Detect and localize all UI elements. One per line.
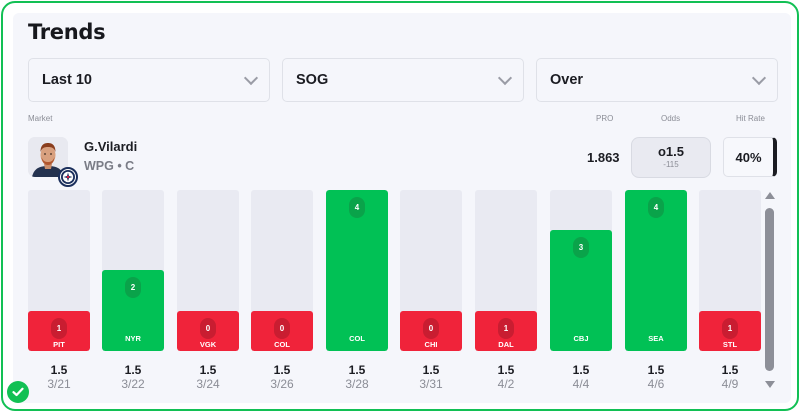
scrollbar-thumb[interactable] — [765, 208, 774, 371]
game-date: 4/6 — [647, 377, 665, 391]
hit-rate-value: 40% — [735, 149, 762, 165]
scroll-up-arrow-icon[interactable] — [765, 192, 775, 199]
odds-label: Odds — [661, 114, 681, 123]
bar-value-label: 0 — [423, 318, 439, 339]
hit-rate-label: Hit Rate — [736, 114, 765, 123]
opponent-label: DAL — [498, 340, 514, 349]
stat-type-dropdown[interactable]: SOG — [282, 58, 524, 102]
bar-track: 0 COL — [251, 190, 313, 351]
bar-value-label: 4 — [349, 197, 365, 218]
scroll-down-arrow-icon[interactable] — [765, 381, 775, 388]
game-column[interactable]: 4 COL 1.5 3/28 — [326, 190, 388, 393]
opponent-label: SEA — [648, 334, 664, 343]
game-column[interactable]: 0 COL 1.5 3/26 — [251, 190, 313, 393]
dropdown-label: Over — [550, 72, 584, 88]
line-value: 1.5 — [124, 363, 142, 377]
chevron-down-icon — [751, 70, 767, 86]
bar-hit[interactable]: 2 NYR — [102, 270, 164, 351]
page-title: Trends — [28, 20, 106, 44]
chevron-down-icon — [497, 70, 513, 86]
over-under-dropdown[interactable]: Over — [536, 58, 778, 102]
game-column[interactable]: 2 NYR 1.5 3/22 — [102, 190, 164, 393]
line-value: 1.5 — [721, 363, 739, 377]
game-column[interactable]: 4 SEA 1.5 4/6 — [625, 190, 687, 393]
hit-rate-box: 40% — [723, 137, 777, 177]
bar-track: 4 COL — [326, 190, 388, 351]
bar-miss[interactable]: 1 PIT — [28, 311, 90, 351]
check-icon — [7, 381, 29, 403]
opponent-label: PIT — [53, 340, 65, 349]
game-date: 4/9 — [721, 377, 739, 391]
jets-logo-icon — [58, 167, 78, 187]
odds-line: o1.5 — [657, 144, 684, 159]
opponent-label: STL — [722, 340, 738, 349]
bar-value-label: 1 — [51, 318, 67, 339]
player-team-position: WPG • C — [84, 159, 135, 173]
line-value: 1.5 — [422, 363, 440, 377]
odds-box[interactable]: o1.5 -115 — [631, 137, 711, 178]
game-date: 3/24 — [196, 377, 220, 391]
game-date: 3/22 — [121, 377, 145, 391]
games-range-dropdown[interactable]: Last 10 — [28, 58, 270, 102]
opponent-label: CHI — [424, 340, 438, 349]
line-value: 1.5 — [497, 363, 515, 377]
game-column[interactable]: 3 CBJ 1.5 4/4 — [550, 190, 612, 393]
game-column[interactable]: 0 CHI 1.5 3/31 — [400, 190, 462, 393]
bar-value-label: 1 — [498, 318, 514, 339]
bar-track: 0 VGK — [177, 190, 239, 351]
bar-miss[interactable]: 0 VGK — [177, 311, 239, 351]
bar-track: 4 SEA — [625, 190, 687, 351]
game-column[interactable]: 1 DAL 1.5 4/2 — [475, 190, 537, 393]
game-column[interactable]: 1 PIT 1.5 3/21 — [28, 190, 90, 393]
bar-value-label: 4 — [648, 197, 664, 218]
bar-track: 1 STL — [699, 190, 761, 351]
dropdown-label: SOG — [296, 72, 329, 88]
game-column[interactable]: 1 STL 1.5 4/9 — [699, 190, 761, 393]
line-value: 1.5 — [647, 363, 665, 377]
game-date: 3/28 — [345, 377, 369, 391]
game-date: 3/31 — [419, 377, 443, 391]
bar-track: 0 CHI — [400, 190, 462, 351]
bar-value-label: 0 — [274, 318, 290, 339]
line-value: 1.5 — [50, 363, 68, 377]
line-value: 1.5 — [572, 363, 590, 377]
bar-track: 3 CBJ — [550, 190, 612, 351]
bar-track: 1 DAL — [475, 190, 537, 351]
chart-scrollbar[interactable] — [763, 192, 777, 388]
bar-track: 1 PIT — [28, 190, 90, 351]
game-date: 4/2 — [497, 377, 515, 391]
bar-value-label: 2 — [125, 277, 141, 298]
opponent-label: CBJ — [573, 334, 589, 343]
bar-miss[interactable]: 0 COL — [251, 311, 313, 351]
bar-miss[interactable]: 1 DAL — [475, 311, 537, 351]
bar-hit[interactable]: 4 SEA — [625, 190, 687, 351]
market-label: Market — [28, 114, 53, 123]
game-date: 4/4 — [572, 377, 590, 391]
pro-label: PRO — [596, 114, 614, 123]
opponent-label: COL — [349, 334, 365, 343]
chevron-down-icon — [243, 70, 259, 86]
game-date: 3/26 — [270, 377, 294, 391]
opponent-label: COL — [274, 340, 290, 349]
bar-miss[interactable]: 0 CHI — [400, 311, 462, 351]
game-column[interactable]: 0 VGK 1.5 3/24 — [177, 190, 239, 393]
player-name: G.Vilardi — [84, 139, 138, 154]
bar-track: 2 NYR — [102, 190, 164, 351]
bar-miss[interactable]: 1 STL — [699, 311, 761, 351]
pro-value: 1.863 — [587, 150, 620, 165]
line-value: 1.5 — [273, 363, 291, 377]
bar-value-label: 3 — [573, 237, 589, 258]
bar-value-label: 1 — [722, 318, 738, 339]
odds-price: -115 — [663, 160, 679, 169]
dropdown-label: Last 10 — [42, 72, 92, 88]
bar-hit[interactable]: 4 COL — [326, 190, 388, 351]
bar-value-label: 0 — [200, 318, 216, 339]
game-date: 3/21 — [47, 377, 71, 391]
line-value: 1.5 — [348, 363, 366, 377]
opponent-label: NYR — [125, 334, 141, 343]
line-value: 1.5 — [199, 363, 217, 377]
bar-hit[interactable]: 3 CBJ — [550, 230, 612, 351]
opponent-label: VGK — [199, 340, 217, 349]
